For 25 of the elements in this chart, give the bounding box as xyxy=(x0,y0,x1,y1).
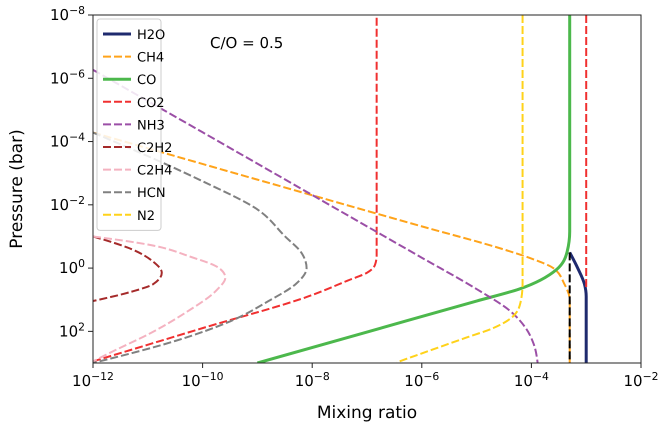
x-tick-label: 10$^{−4}$ xyxy=(514,370,550,390)
y-tick-label: 10$^{−6}$ xyxy=(50,66,86,88)
y-tick-label: 10$^{−2}$ xyxy=(50,193,85,214)
x-tick-label: 10$^{−8}$ xyxy=(294,370,330,390)
y-tick-label: 10$^{−4}$ xyxy=(50,130,86,151)
legend-label: CO xyxy=(137,73,156,88)
legend-label: N2 xyxy=(137,208,155,224)
annotation: C/O = 0.5 xyxy=(210,34,284,52)
y-tick-label: 10$^{−8}$ xyxy=(50,4,86,24)
x-tick-label: 10$^{−12}$ xyxy=(72,370,114,390)
legend-label: HCN xyxy=(137,186,166,202)
line-series xyxy=(568,250,588,363)
y-axis-title: Pressure (bar) xyxy=(7,129,27,249)
x-tick-label: 10$^{−2}$ xyxy=(623,370,659,390)
legend-label: CO2 xyxy=(137,96,165,111)
x-tick-label: 10$^{−6}$ xyxy=(404,370,440,390)
x-axis-title: Mixing ratio xyxy=(316,403,418,423)
legend-label: C2H4 xyxy=(137,164,172,179)
x-tick-label: 10$^{−10}$ xyxy=(182,370,224,390)
y-tick-label: 10$^{2}$ xyxy=(59,320,85,340)
legend-label: H2O xyxy=(137,28,166,43)
legend-label: C2H2 xyxy=(137,141,172,156)
y-tick-label: 10$^{0}$ xyxy=(59,256,86,278)
legend-label: CH4 xyxy=(137,50,164,66)
legend-label: NH3 xyxy=(137,118,165,134)
